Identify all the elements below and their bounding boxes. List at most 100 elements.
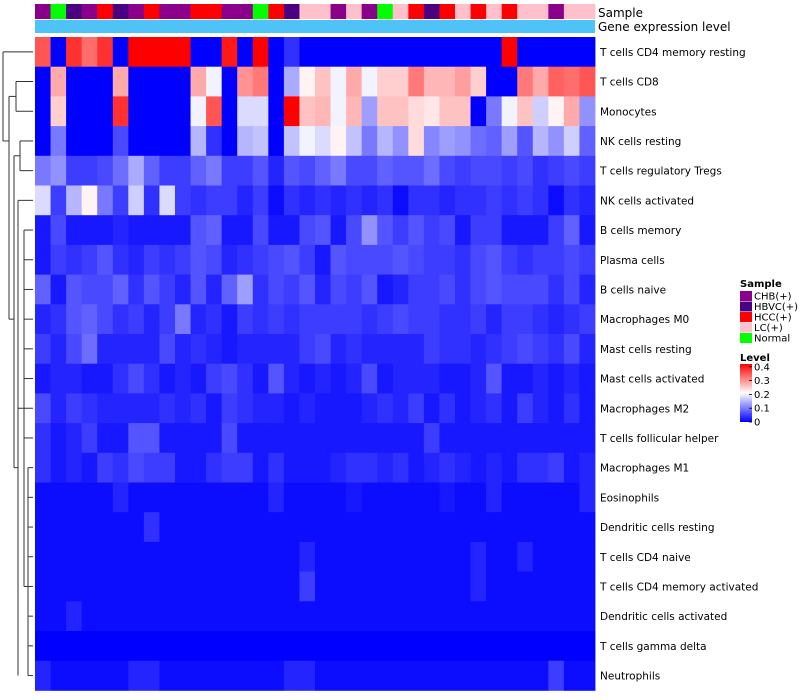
sample-annotation-label: Sample	[598, 6, 643, 20]
heatmap-cell	[112, 541, 129, 572]
heatmap-cell	[283, 185, 300, 216]
gene-expression-annotation-label: Gene expression level	[598, 20, 731, 34]
heatmap-cell	[439, 96, 456, 127]
heatmap-cell	[128, 452, 145, 483]
heatmap-cell	[315, 482, 331, 513]
heatmap-cell	[315, 96, 331, 127]
heatmap-cell	[470, 363, 487, 394]
heatmap-cell	[112, 274, 129, 305]
heatmap-cell	[563, 541, 580, 572]
heatmap-cell	[330, 126, 347, 157]
heatmap-cell	[439, 452, 456, 483]
heatmap-cell	[501, 452, 518, 483]
heatmap-cell	[439, 126, 456, 157]
heatmap-cell	[252, 96, 269, 127]
sample-annotation-cell	[283, 4, 300, 19]
heatmap-cell	[81, 631, 98, 662]
heatmap-cell	[563, 274, 580, 305]
heatmap-cell	[159, 37, 176, 68]
heatmap-cell	[66, 541, 83, 572]
heatmap-cell	[159, 215, 176, 246]
heatmap-cell	[112, 571, 129, 602]
heatmap-cell	[548, 126, 565, 157]
heatmap-cell	[81, 423, 98, 454]
heatmap-cell	[423, 37, 440, 68]
heatmap-cell	[361, 215, 378, 246]
heatmap-cell	[159, 274, 176, 305]
heatmap-cell	[237, 363, 254, 394]
heatmap-cell	[486, 631, 503, 662]
heatmap-cell	[501, 631, 518, 662]
heatmap-cell	[315, 423, 331, 454]
heatmap-cell	[283, 37, 300, 68]
heatmap-cell	[548, 244, 565, 275]
heatmap-cell	[97, 126, 114, 157]
heatmap-cell	[423, 512, 440, 543]
heatmap-cell	[330, 185, 347, 216]
heatmap-cell	[532, 126, 549, 157]
heatmap-cell	[455, 512, 471, 543]
heatmap-cell	[548, 96, 565, 127]
heatmap-cell	[315, 512, 331, 543]
sample-annotation-cell	[579, 4, 596, 19]
heatmap-cell	[175, 601, 191, 632]
heatmap-cell	[128, 334, 145, 365]
heatmap-cell	[128, 274, 145, 305]
heatmap-cell	[563, 363, 580, 394]
heatmap-cell	[66, 334, 83, 365]
sample-legend-swatch	[740, 333, 752, 343]
heatmap-cell	[143, 660, 160, 691]
heatmap-cell	[112, 363, 129, 394]
sample-annotation-cell	[66, 4, 83, 19]
heatmap-cell	[346, 631, 363, 662]
heatmap-cell	[377, 96, 394, 127]
heatmap-cell	[299, 423, 316, 454]
heatmap-cell	[408, 541, 425, 572]
sample-annotation-cell	[501, 4, 518, 19]
heatmap-cell	[423, 274, 440, 305]
heatmap-cell	[548, 393, 565, 424]
heatmap-cell	[330, 571, 347, 602]
heatmap-cell	[237, 452, 254, 483]
heatmap-cell	[283, 126, 300, 157]
heatmap-cell	[175, 304, 191, 335]
heatmap-cell	[470, 274, 487, 305]
heatmap-cell	[408, 185, 425, 216]
heatmap-cell	[408, 423, 425, 454]
heatmap-cell	[501, 541, 518, 572]
sample-annotation-cell	[517, 4, 534, 19]
heatmap-cell	[501, 274, 518, 305]
heatmap-cell	[346, 363, 363, 394]
heatmap-cell	[439, 541, 456, 572]
heatmap-cell	[377, 185, 394, 216]
heatmap-cell	[237, 571, 254, 602]
heatmap-cell	[377, 660, 394, 691]
heatmap-cell	[330, 601, 347, 632]
heatmap-cell	[439, 274, 456, 305]
heatmap-cell	[252, 66, 269, 97]
heatmap-cell	[112, 185, 129, 216]
heatmap-cell	[50, 126, 67, 157]
heatmap-cell	[532, 155, 549, 186]
heatmap-cell	[283, 482, 300, 513]
heatmap-cell	[346, 304, 363, 335]
heatmap-cell	[283, 660, 300, 691]
heatmap-cell	[361, 304, 378, 335]
heatmap-cell	[548, 571, 565, 602]
heatmap-cell	[206, 571, 223, 602]
heatmap-cell	[470, 571, 487, 602]
heatmap-cell	[97, 185, 114, 216]
heatmap-cell	[175, 274, 191, 305]
sample-annotation-cell	[299, 4, 316, 19]
heatmap-cell	[97, 482, 114, 513]
sample-legend-label: HBVC(+)	[754, 302, 798, 313]
heatmap-cell	[221, 571, 238, 602]
heatmap-cell	[81, 126, 98, 157]
heatmap-cell	[532, 274, 549, 305]
heatmap-cell	[501, 571, 518, 602]
heatmap-cell	[221, 304, 238, 335]
heatmap-cell	[97, 304, 114, 335]
heatmap-cell	[143, 304, 160, 335]
heatmap-cell	[579, 185, 596, 216]
heatmap-cell	[548, 363, 565, 394]
